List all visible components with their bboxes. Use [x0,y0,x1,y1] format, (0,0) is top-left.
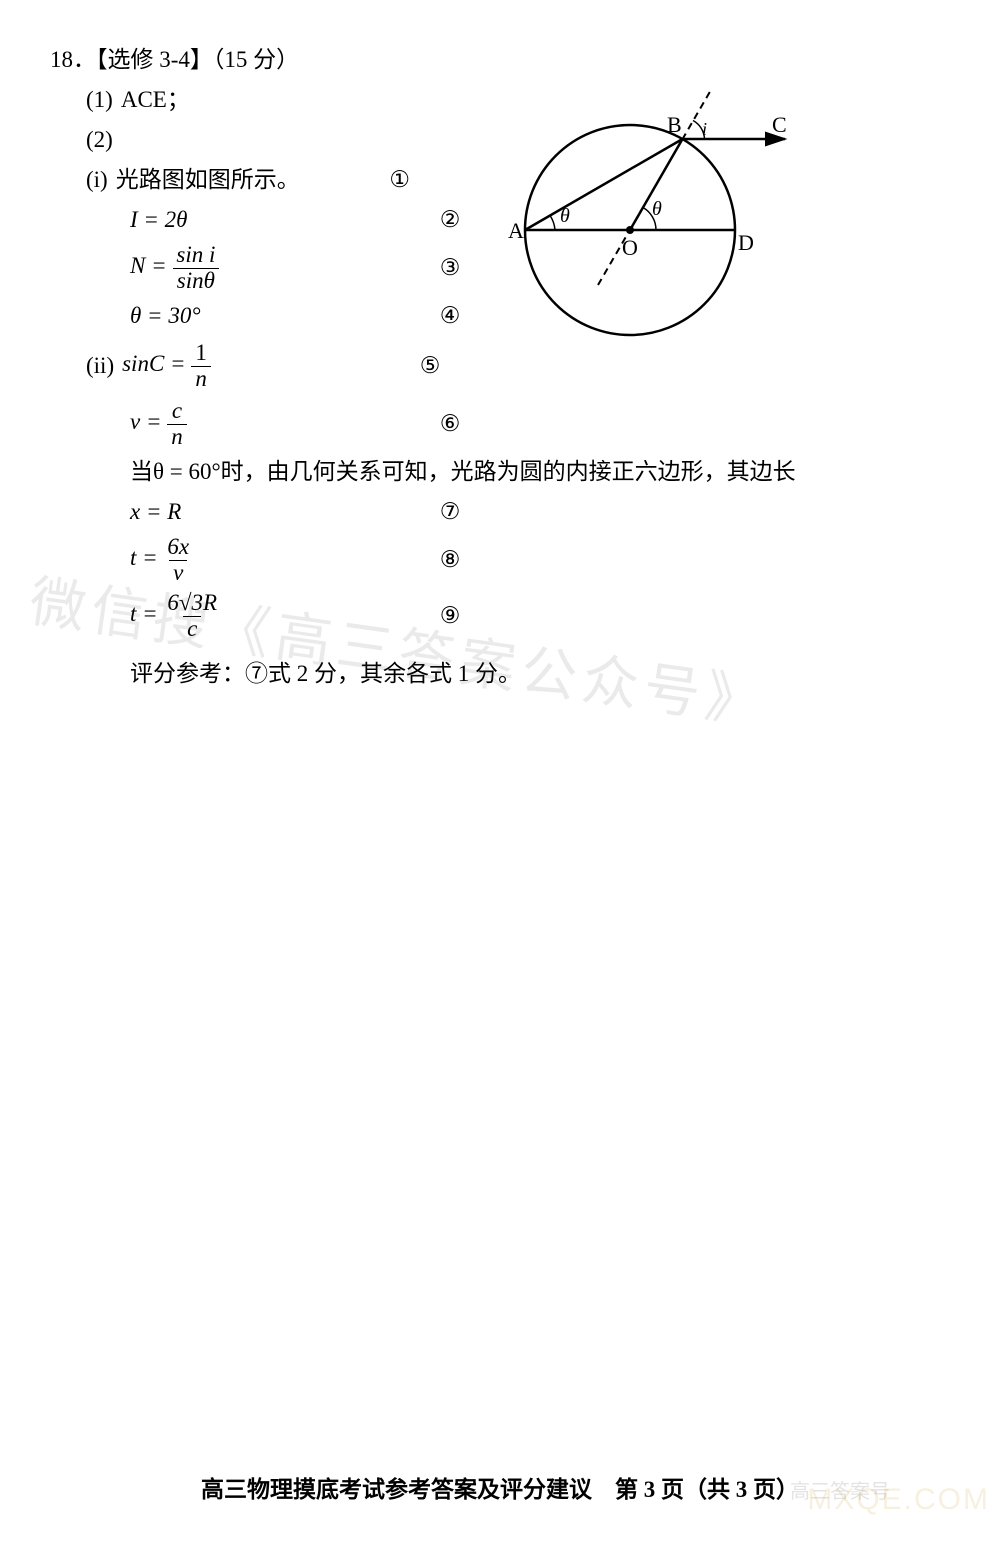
problem-header: 18 ．【选修 3-4】（15 分） [50,40,950,80]
cond-text: 当θ = 60°时，由几何关系可知，光路为圆的内接正六边形，其边长 [130,455,796,490]
circled-2: ② [430,203,470,238]
diagram-svg: A B C D O θ θ i [480,90,800,350]
eq-5-den: n [167,424,187,449]
eq-1: I = 2θ [130,203,430,238]
eq-5-row: v = c n ⑥ [50,396,950,452]
part-i-text: 光路图如图所示。 [116,163,380,198]
eq-8-den: c [183,616,201,641]
eq-8-row: t = 6√3R c ⑨ [50,588,950,644]
eq-8: t = 6√3R c [130,591,430,640]
problem-number: 18 [50,43,73,78]
eq-7: t = 6x v [130,535,430,584]
eq-7-num: 6x [163,535,193,559]
answer-2-label: (2) [86,123,113,158]
eq-2-lhs: N = [130,253,172,278]
scoring-text: 评分参考：⑦式 2 分，其余各式 1 分。 [130,657,521,692]
eq-2: N = sin i sinθ [130,243,430,292]
optics-diagram: A B C D O θ θ i [480,90,800,350]
circled-9: ⑨ [430,599,470,634]
eq-7-frac: 6x v [163,535,193,584]
eq-5: v = c n [130,399,430,448]
eq-2-num: sin i [172,243,219,267]
eq-7-row: t = 6x v ⑧ [50,532,950,588]
circled-3: ③ [430,251,470,286]
eq-7-lhs: t = [130,545,163,570]
eq-5-frac: c n [167,399,187,448]
scoring-row: 评分参考：⑦式 2 分，其余各式 1 分。 [50,654,950,694]
eq-2-den: sinθ [173,268,219,293]
label-D: D [738,230,754,255]
eq-8-lhs: t = [130,601,163,626]
eq-4-lhs: sinC = [122,351,191,376]
label-A: A [508,218,524,243]
eq-3: θ = 30° [130,299,430,334]
eq-8-num: 6√3R [163,591,221,615]
circled-4: ④ [430,299,470,334]
angle-arc-A [550,216,555,231]
label-i: i [702,119,707,139]
eq-6-row: x = R ⑦ [50,492,950,532]
eq-6: x = R [130,495,430,530]
eq-5-num: c [168,399,186,423]
eq-7-den: v [169,560,187,585]
answer-1-label: (1) [86,83,113,118]
problem-title: ．【选修 3-4】（15 分） [73,43,299,78]
label-B: B [667,112,682,137]
label-theta-A: θ [560,205,570,227]
eq-2-frac: sin i sinθ [172,243,219,292]
part-i-label: (i) [86,163,108,198]
eq-4: sinC = 1 n [122,341,410,390]
circled-6: ⑥ [430,407,470,442]
answer-1-value: ACE； [121,83,190,118]
eq-4-den: n [191,366,211,391]
page: 18 ．【选修 3-4】（15 分） (1) ACE； (2) (i) 光路图如… [0,0,1000,1547]
circled-8: ⑧ [430,543,470,578]
label-O: O [622,235,638,260]
part-ii-label: (ii) [86,349,114,384]
eq-8-frac: 6√3R c [163,591,221,640]
page-footer: 高三物理摸底考试参考答案及评分建议 第 3 页（共 3 页） [0,1473,1000,1508]
circled-7: ⑦ [430,495,470,530]
label-theta-O: θ [652,198,662,220]
cond-row: 当θ = 60°时，由几何关系可知，光路为圆的内接正六边形，其边长 [50,452,950,492]
label-C: C [772,112,787,137]
eq-4-num: 1 [191,341,211,365]
circled-1: ① [380,163,420,198]
circled-5: ⑤ [410,349,450,384]
eq-4-frac: 1 n [191,341,211,390]
eq-5-lhs: v = [130,409,167,434]
